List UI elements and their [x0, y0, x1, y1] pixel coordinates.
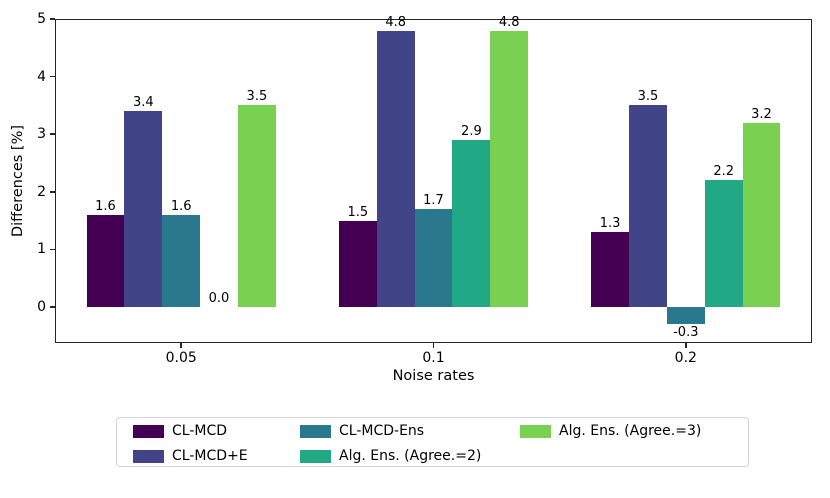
bar-value-label: 1.3	[599, 216, 621, 232]
y-tick-label: 3	[37, 126, 46, 143]
bar	[452, 140, 491, 307]
bar	[704, 180, 743, 307]
y-tick-label: 1	[37, 241, 46, 258]
x-tick-mark	[432, 343, 435, 348]
bar-value-label: 3.2	[751, 106, 772, 122]
bar-value-label: 4.8	[498, 14, 520, 30]
y-tick-mark	[50, 306, 55, 308]
legend-item: Alg. Ens. (Agree.=3)	[520, 419, 701, 443]
x-tick-label: 0.1	[422, 350, 445, 366]
legend-color-swatch	[133, 449, 164, 463]
legend-color-swatch	[133, 424, 164, 438]
x-tick-mark	[180, 343, 182, 348]
bar-value-label: -0.3	[673, 325, 699, 341]
bar-value-label: 3.5	[246, 89, 268, 105]
y-tick-label: 5	[37, 11, 46, 27]
y-tick-label: 0	[37, 299, 46, 315]
y-axis-label: Differences [%]	[10, 124, 26, 238]
y-tick-mark	[50, 133, 55, 135]
legend-item: CL-MCD-Ens	[300, 419, 424, 443]
bar-value-label: 4.8	[385, 14, 407, 30]
bar-value-label: 2.2	[713, 164, 735, 180]
bar	[237, 105, 276, 307]
x-axis-label: Noise rates	[392, 368, 475, 384]
legend-label: CL-MCD+E	[172, 448, 248, 464]
bar	[742, 122, 781, 307]
x-tick-mark	[685, 343, 687, 348]
bar	[414, 209, 453, 307]
bar-value-label: 1.6	[95, 198, 116, 214]
bar	[162, 214, 201, 307]
legend-label: CL-MCD	[172, 423, 228, 439]
bar-value-label: 2.9	[461, 124, 482, 139]
legend-color-swatch	[300, 424, 331, 438]
bar	[376, 30, 415, 307]
legend-label: Alg. Ens. (Agree.=3)	[559, 423, 702, 439]
bar-value-label: 1.7	[423, 193, 444, 209]
legend-color-swatch	[520, 424, 551, 438]
legend-item: CL-MCD+E	[133, 444, 248, 468]
legend-item: Alg. Ens. (Agree.=2)	[300, 444, 481, 468]
bar	[666, 307, 705, 325]
bar	[490, 30, 529, 307]
bar-value-label: 0.0	[208, 291, 230, 306]
legend-label: CL-MCD-Ens	[339, 423, 425, 439]
x-tick-label: 0.05	[165, 350, 197, 366]
y-tick-mark	[50, 18, 55, 20]
y-tick-label: 2	[37, 183, 46, 200]
bar-value-label: 1.5	[347, 204, 369, 220]
y-tick-mark	[50, 191, 55, 193]
legend-color-swatch	[300, 449, 331, 463]
x-tick-label: 0.2	[674, 350, 697, 366]
bar	[629, 105, 667, 307]
legend-item: CL-MCD	[133, 419, 227, 443]
bar	[338, 220, 377, 307]
legend: CL-MCD CL-MCD+E CL-MCD-Ens Alg. Ens. (Agree…	[116, 417, 749, 467]
bar-value-label: 3.4	[132, 95, 154, 111]
bar	[86, 214, 125, 307]
bar-value-label: 1.6	[170, 198, 192, 214]
y-tick-mark	[50, 248, 55, 251]
bar-value-label: 3.5	[637, 89, 659, 105]
bar	[591, 232, 630, 307]
legend-label: Alg. Ens. (Agree.=2)	[339, 448, 482, 464]
bar	[124, 111, 163, 307]
y-tick-label: 4	[37, 68, 46, 85]
y-tick-mark	[50, 75, 55, 78]
